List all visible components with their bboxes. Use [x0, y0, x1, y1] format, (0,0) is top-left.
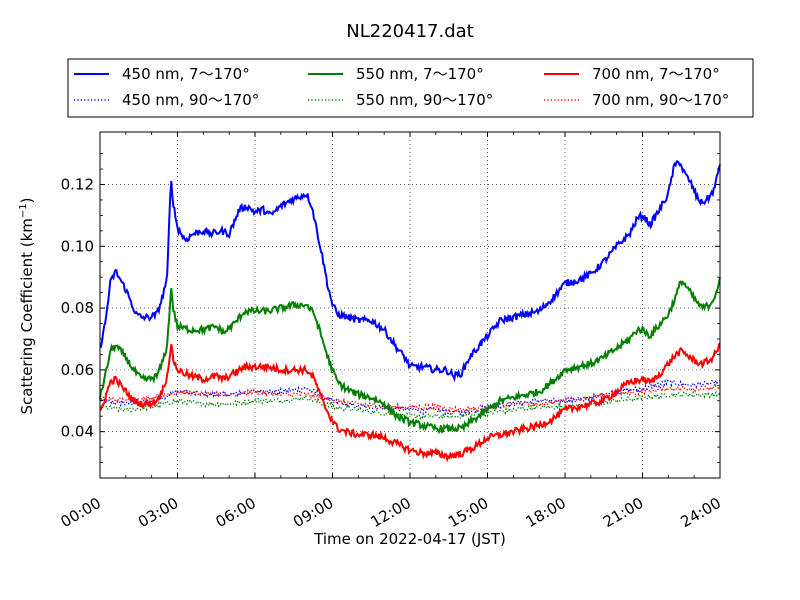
- x-tick-label: 24:00: [678, 494, 724, 531]
- y-tick-label: 0.06: [61, 361, 94, 379]
- x-axis-label: Time on 2022-04-17 (JST): [313, 530, 506, 548]
- grid: [100, 132, 720, 478]
- y-axis-label: Scattering Coefficient (km−1): [18, 197, 36, 414]
- series-layer: [99, 160, 721, 463]
- legend-label-550-nm-90-170-dotted: 550 nm, 90～170°: [356, 91, 493, 109]
- y-tick-label: 0.08: [61, 299, 94, 317]
- x-tick-label: 09:00: [290, 494, 336, 531]
- series-line-450-nm-7-170: [99, 160, 721, 383]
- x-tick-label: 00:00: [58, 494, 104, 531]
- x-tick-label: 15:00: [445, 494, 491, 531]
- x-axis: 00:00 03:00 06:00 09:00 12:00 15:00 18:00 21:00…: [58, 132, 724, 531]
- legend: 450 nm, 7～170° 450 nm, 90～170° 550 nm, 7～1…: [67, 58, 754, 118]
- legend-label-450-nm-7-170: 450 nm, 7～170°: [122, 65, 250, 83]
- series-line-550-nm-7-170: [99, 277, 721, 435]
- x-tick-label: 18:00: [523, 494, 569, 531]
- series-line-700-nm-90-170-dotted: [99, 384, 721, 415]
- chart-title: NL220417.dat: [346, 21, 473, 42]
- x-tick-label: 21:00: [600, 494, 646, 531]
- series-line-700-nm-7-170: [99, 342, 721, 463]
- series-line-550-nm-90-170-dotted: [99, 390, 721, 421]
- legend-label-550-nm-7-170: 550 nm, 7～170°: [356, 65, 484, 83]
- series-line-450-nm-90-170-dotted: [99, 379, 721, 417]
- x-tick-label: 12:00: [368, 494, 414, 531]
- y-axis-label-tail: ): [18, 197, 36, 203]
- y-axis-label-sup: −1: [18, 203, 29, 218]
- legend-label-700-nm-90-170-dotted: 700 nm, 90～170°: [592, 91, 729, 109]
- y-axis: 0.04 0.06 0.08 0.10 0.12: [61, 153, 720, 463]
- y-tick-label: 0.12: [61, 176, 94, 194]
- legend-label-700-nm-7-170: 700 nm, 7～170°: [592, 65, 720, 83]
- y-tick-label: 0.04: [61, 423, 94, 441]
- x-tick-label: 03:00: [135, 494, 181, 531]
- y-tick-label: 0.10: [61, 237, 94, 255]
- y-axis-label-main: Scattering Coefficient (km: [18, 218, 36, 414]
- x-tick-label: 06:00: [213, 494, 259, 531]
- legend-label-450-nm-90-170-dotted: 450 nm, 90～170°: [122, 91, 259, 109]
- legend-box: [67, 58, 754, 118]
- plot-area: 00:00 03:00 06:00 09:00 12:00 15:00 18:00 21:00…: [58, 131, 724, 531]
